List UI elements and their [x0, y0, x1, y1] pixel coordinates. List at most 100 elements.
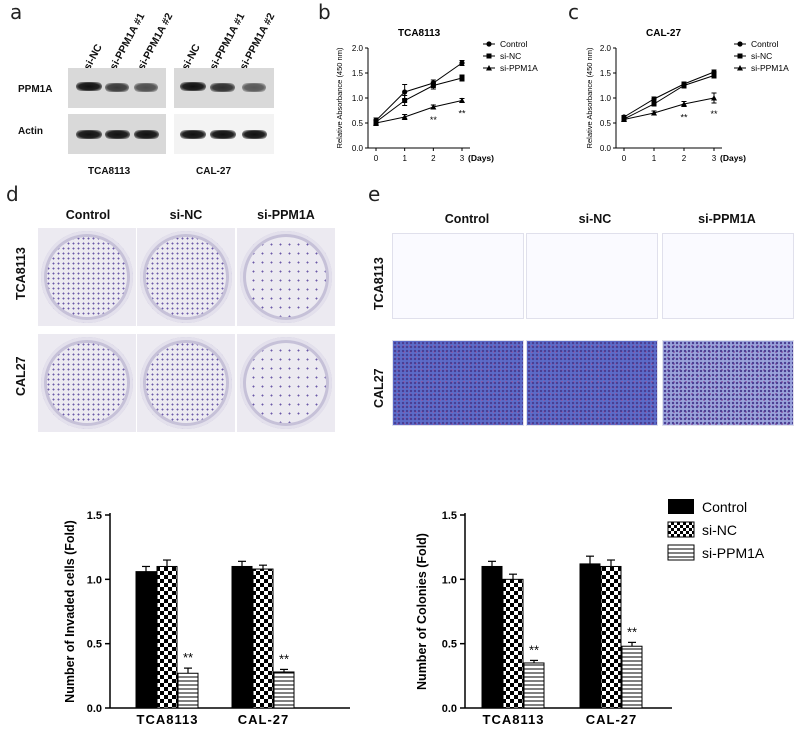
series-line — [623, 97, 715, 120]
data-point — [401, 114, 408, 120]
colony-dish-tca8113-sippm1a — [237, 228, 335, 326]
legend-label: Control — [500, 39, 528, 49]
y-tick-label: 1.0 — [442, 574, 457, 586]
legend-marker — [486, 53, 492, 59]
colony-dish-cal27-control — [38, 334, 136, 432]
bar — [156, 565, 178, 709]
y-tick-label: 0.5 — [352, 119, 364, 128]
blot-actin-tca8113 — [68, 114, 166, 154]
x-tick-label: 0 — [622, 154, 627, 163]
row-header: CAL27 — [372, 368, 386, 408]
legend-swatch-sippm1a — [667, 544, 695, 561]
significance-mark: ** — [458, 109, 466, 119]
significance-mark: ** — [183, 650, 193, 665]
data-point — [711, 73, 717, 78]
colony-dish-cal27-sippm1a — [237, 334, 335, 432]
x-tick-label: 1 — [402, 154, 407, 163]
x-axis-label: (Days) — [468, 153, 494, 163]
y-axis-label: Number of Invaded cells (Fold) — [63, 520, 77, 703]
x-tick-label: 0 — [374, 154, 379, 163]
x-category-label: TCA8113 — [483, 712, 545, 727]
significance-mark: ** — [279, 651, 289, 666]
data-point — [681, 101, 687, 107]
bar — [579, 563, 601, 709]
legend-label: si-PPM1A — [500, 63, 538, 73]
y-tick-label: 1.0 — [600, 94, 612, 103]
col-header: si-PPM1A — [257, 208, 315, 222]
data-point — [459, 75, 465, 81]
col-header: si-NC — [578, 212, 612, 226]
y-tick-label: 0.0 — [352, 144, 364, 153]
y-tick-label: 2.0 — [352, 44, 364, 53]
data-point — [402, 98, 408, 103]
invasion-image-cal27-sinc — [526, 340, 658, 426]
bar — [600, 565, 622, 709]
x-tick-label: 1 — [652, 154, 657, 163]
data-point — [373, 120, 379, 126]
blot-ppm1a-tca8113 — [68, 68, 166, 108]
chart-title: TCA8113 — [398, 28, 441, 39]
panel-letter-c: c — [568, 0, 579, 24]
data-point — [681, 83, 687, 88]
significance-mark: ** — [627, 624, 637, 639]
line-chart-tca8113: TCA8113 0.0 0.5 1.0 1.5 2.0 0 1 2 3 (Days) Relative… — [335, 28, 538, 163]
x-category-label: CAL-27 — [238, 712, 290, 727]
y-tick-label: 1.0 — [352, 94, 364, 103]
x-axis-label: (Days) — [720, 153, 746, 163]
invasion-image-tca8113-control — [392, 233, 524, 319]
colony-dish-cal27-sinc — [137, 334, 235, 432]
bar — [502, 578, 524, 709]
bar — [481, 565, 503, 709]
row-header: TCA8113 — [372, 257, 386, 310]
y-tick-label: 0.0 — [87, 703, 102, 715]
row-label-ppm1a: PPM1A — [18, 84, 53, 95]
bar — [231, 565, 253, 709]
bar — [523, 662, 545, 709]
significance-mark: ** — [710, 109, 718, 119]
col-header: si-NC — [169, 208, 203, 222]
y-tick-label: 0.0 — [600, 144, 612, 153]
chart-title: CAL-27 — [646, 28, 681, 39]
x-category-label: CAL-27 — [586, 712, 638, 727]
series-line — [375, 100, 463, 124]
y-tick-label: 2.0 — [600, 44, 612, 53]
panel-letter-b: b — [318, 0, 331, 24]
row-header: TCA8113 — [14, 247, 28, 300]
legend-label: si-NC — [751, 51, 772, 61]
colony-dish-tca8113-control — [38, 228, 136, 326]
y-tick-label: 1.5 — [600, 69, 612, 78]
y-tick-label: 1.5 — [442, 510, 457, 522]
cell-line-label: TCA8113 — [88, 166, 131, 177]
y-tick-label: 0.5 — [600, 119, 612, 128]
data-point — [651, 110, 657, 116]
row-header: CAL27 — [14, 356, 28, 396]
y-tick-label: 1.5 — [352, 69, 364, 78]
y-axis-label: Relative Absorbance (450 nm) — [335, 47, 344, 148]
blot-ppm1a-cal27 — [174, 68, 274, 108]
legend-swatch-control — [668, 499, 694, 514]
bar — [273, 671, 295, 709]
legend-marker — [737, 41, 743, 47]
series-line — [623, 71, 715, 118]
y-tick-label: 1.5 — [87, 510, 102, 522]
legend-label: si-PPM1A — [702, 545, 765, 561]
legend-label: Control — [751, 39, 779, 49]
significance-mark: ** — [529, 642, 539, 657]
invasion-image-cal27-sippm1a — [662, 340, 794, 426]
y-axis-label: Number of Colonies (Fold) — [415, 533, 429, 690]
y-tick-label: 0.0 — [442, 703, 457, 715]
col-header: si-PPM1A — [698, 212, 756, 226]
legend-marker — [486, 41, 492, 47]
y-tick-label: 0.5 — [87, 639, 102, 651]
x-tick-label: 3 — [460, 154, 465, 163]
invasion-image-tca8113-sinc — [526, 233, 658, 319]
x-tick-label: 3 — [712, 154, 717, 163]
data-point — [459, 60, 465, 66]
panel-letter-e: e — [368, 182, 381, 206]
legend-marker — [737, 53, 743, 59]
col-header: Control — [444, 212, 490, 226]
y-tick-label: 0.5 — [442, 639, 457, 651]
bar — [135, 571, 157, 709]
data-point — [459, 97, 465, 103]
data-point — [402, 89, 408, 95]
